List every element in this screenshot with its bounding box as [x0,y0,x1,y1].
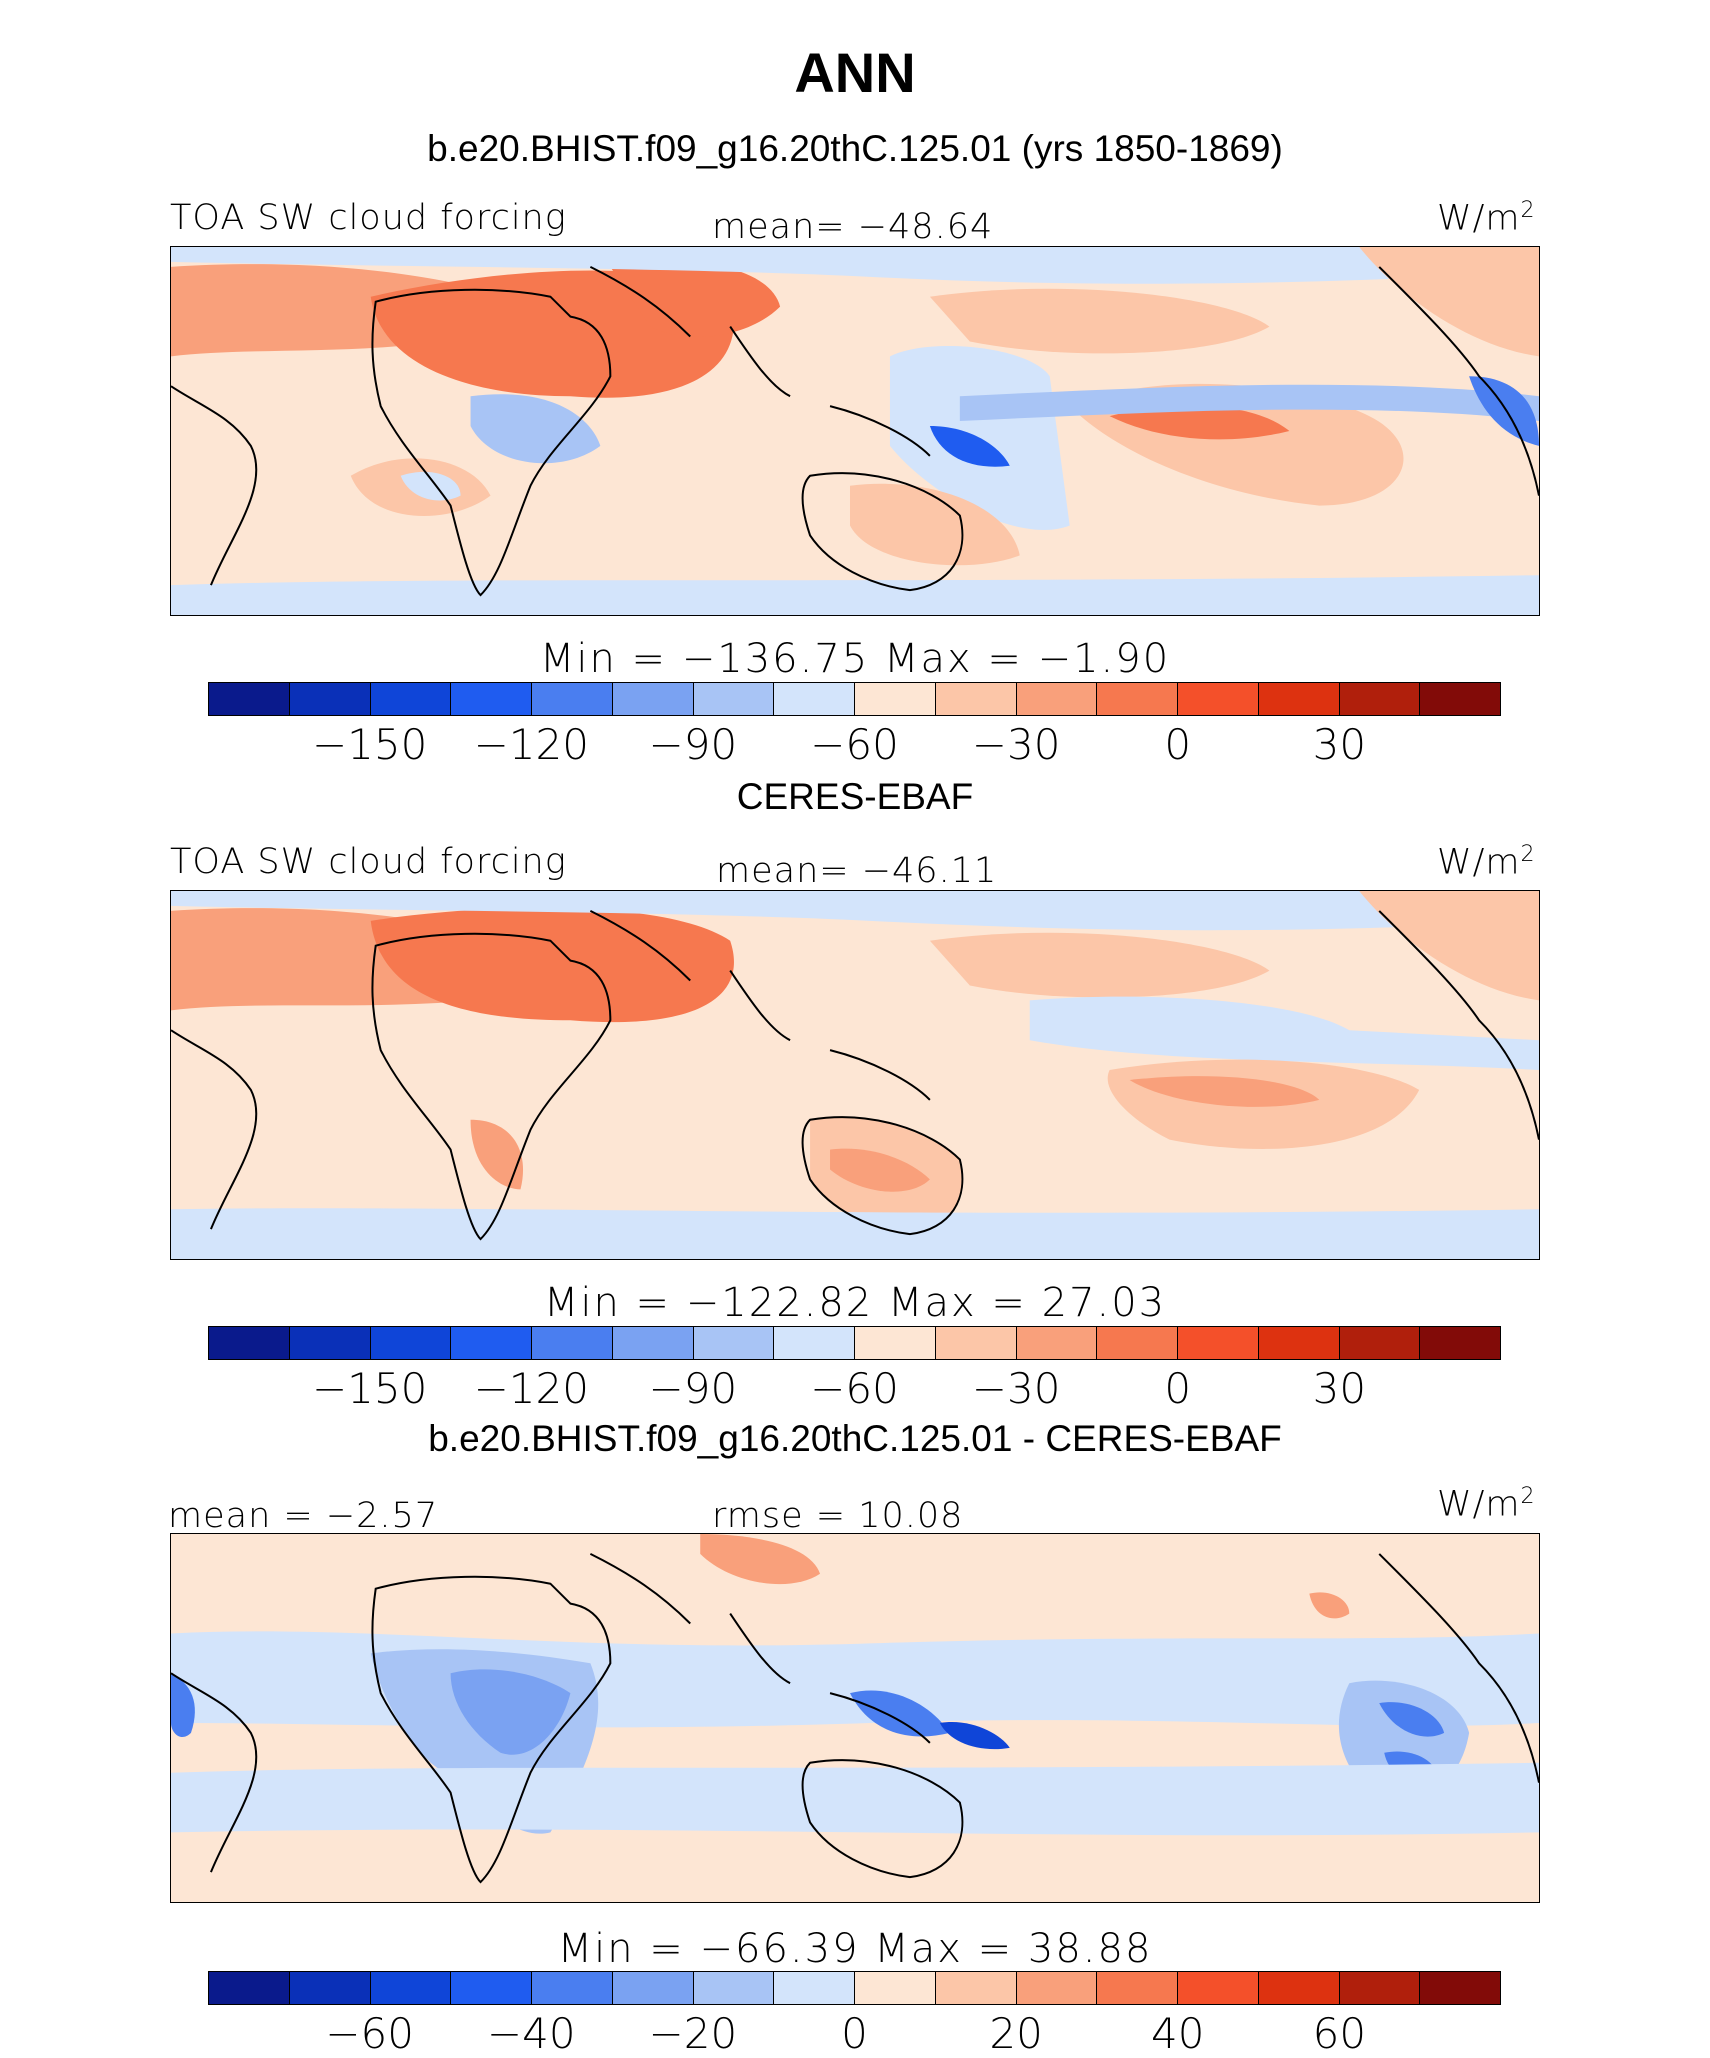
colorbar-swatch [451,1327,532,1359]
colorbar-swatch [693,683,775,715]
colorbar-swatch [1420,1327,1500,1359]
colorbar-swatch [370,1327,452,1359]
colorbar-swatch [612,1972,694,2004]
colorbar-tick-label: −150 [311,1364,428,1413]
panel-3-colorbar [208,1971,1501,2005]
colorbar-swatch [289,1327,371,1359]
colorbar-tick-label: 0 [1164,1364,1192,1413]
colorbar-swatch [209,683,290,715]
colorbar-tick-label: 30 [1312,720,1367,769]
colorbar-tick-label: −120 [473,1364,589,1413]
colorbar-swatch [612,683,694,715]
colorbar-swatch [1339,1972,1421,2004]
colorbar-tick-label: −60 [810,1364,899,1413]
colorbar-swatch [774,1972,855,2004]
colorbar-swatch [532,683,613,715]
map-3-svg [171,1534,1539,1902]
panel-2-colorbar [208,1326,1501,1360]
panel-1-unit-label: W/m2 [1437,198,1536,239]
panel-3-mean-label: mean = −2.57 [168,1496,439,1536]
colorbar-tick-label: 20 [989,2009,1043,2058]
panel-1-mean-label: mean= −48.64 [712,207,994,247]
colorbar-tick-label: 30 [1312,1364,1367,1413]
colorbar-swatch [1258,683,1340,715]
colorbar-swatch [532,1327,613,1359]
colorbar-swatch [693,1972,775,2004]
colorbar-swatch [1178,683,1259,715]
colorbar-tick-label: −90 [648,720,738,769]
panel-3-map [170,1533,1540,1903]
map-2-svg [171,891,1539,1259]
panel-3-min-max: Min = −66.39 Max = 38.88 [557,1926,1153,1972]
page-title: ANN [794,41,916,104]
colorbar-tick-label: −120 [473,720,589,769]
colorbar-tick-label: 0 [1164,720,1192,769]
colorbar-swatch [1258,1972,1340,2004]
map-1-svg [171,247,1539,615]
colorbar-swatch [935,1972,1017,2004]
colorbar-swatch [289,1972,371,2004]
colorbar-tick-label: −20 [648,2009,738,2058]
colorbar-tick-label: 40 [1151,2009,1205,2058]
colorbar-swatch [209,1972,290,2004]
colorbar-tick-label: −60 [810,720,899,769]
colorbar-swatch [855,683,936,715]
panel-1-min-max: Min = −136.75 Max = −1.90 [539,636,1171,682]
panel-1-map [170,246,1540,616]
panel-2-variable-label: TOA SW cloud forcing [170,842,567,882]
colorbar-tick-label: 0 [841,2009,868,2058]
colorbar-swatch [1339,1327,1421,1359]
colorbar-tick-label: −30 [971,1364,1061,1413]
panel-3-unit-label: W/m2 [1437,1484,1536,1525]
colorbar-swatch [1178,1972,1259,2004]
panel-2-map [170,890,1540,1260]
colorbar-swatch [370,683,452,715]
colorbar-swatch [1258,1327,1340,1359]
panel-2-min-max: Min = −122.82 Max = 27.03 [543,1280,1167,1326]
colorbar-swatch [1339,683,1421,715]
panel-2-mean-label: mean= −46.11 [716,851,998,891]
panel-1-colorbar [208,682,1501,716]
colorbar-swatch [532,1972,613,2004]
colorbar-swatch [693,1327,775,1359]
colorbar-swatch [1016,683,1098,715]
colorbar-swatch [1097,683,1178,715]
colorbar-swatch [451,1972,532,2004]
colorbar-tick-label: −60 [325,2009,414,2058]
panel-3-rmse-label: rmse = 10.08 [712,1496,964,1536]
panel-2-unit-label: W/m2 [1437,842,1536,883]
colorbar-swatch [370,1972,452,2004]
colorbar-swatch [1097,1327,1178,1359]
colorbar-swatch [451,683,532,715]
panel-1-variable-label: TOA SW cloud forcing [170,198,567,238]
panel-3-heading: b.e20.BHIST.f09_g16.20thC.125.01 - CERES… [428,1418,1282,1459]
colorbar-swatch [1420,683,1500,715]
colorbar-swatch [289,683,371,715]
colorbar-tick-label: −40 [486,2009,576,2058]
colorbar-tick-label: 60 [1312,2009,1367,2058]
colorbar-swatch [855,1972,936,2004]
colorbar-swatch [855,1327,936,1359]
colorbar-swatch [1178,1327,1259,1359]
panel-2-heading: CERES-EBAF [736,776,974,817]
colorbar-swatch [1097,1972,1178,2004]
colorbar-swatch [1016,1972,1098,2004]
colorbar-swatch [1016,1327,1098,1359]
colorbar-tick-label: −90 [648,1364,738,1413]
colorbar-swatch [935,1327,1017,1359]
colorbar-tick-label: −150 [311,720,428,769]
colorbar-swatch [774,683,855,715]
colorbar-swatch [209,1327,290,1359]
colorbar-swatch [612,1327,694,1359]
colorbar-swatch [774,1327,855,1359]
colorbar-swatch [935,683,1017,715]
panel-1-heading: b.e20.BHIST.f09_g16.20thC.125.01 (yrs 18… [427,128,1283,169]
colorbar-swatch [1420,1972,1500,2004]
colorbar-tick-label: −30 [971,720,1061,769]
